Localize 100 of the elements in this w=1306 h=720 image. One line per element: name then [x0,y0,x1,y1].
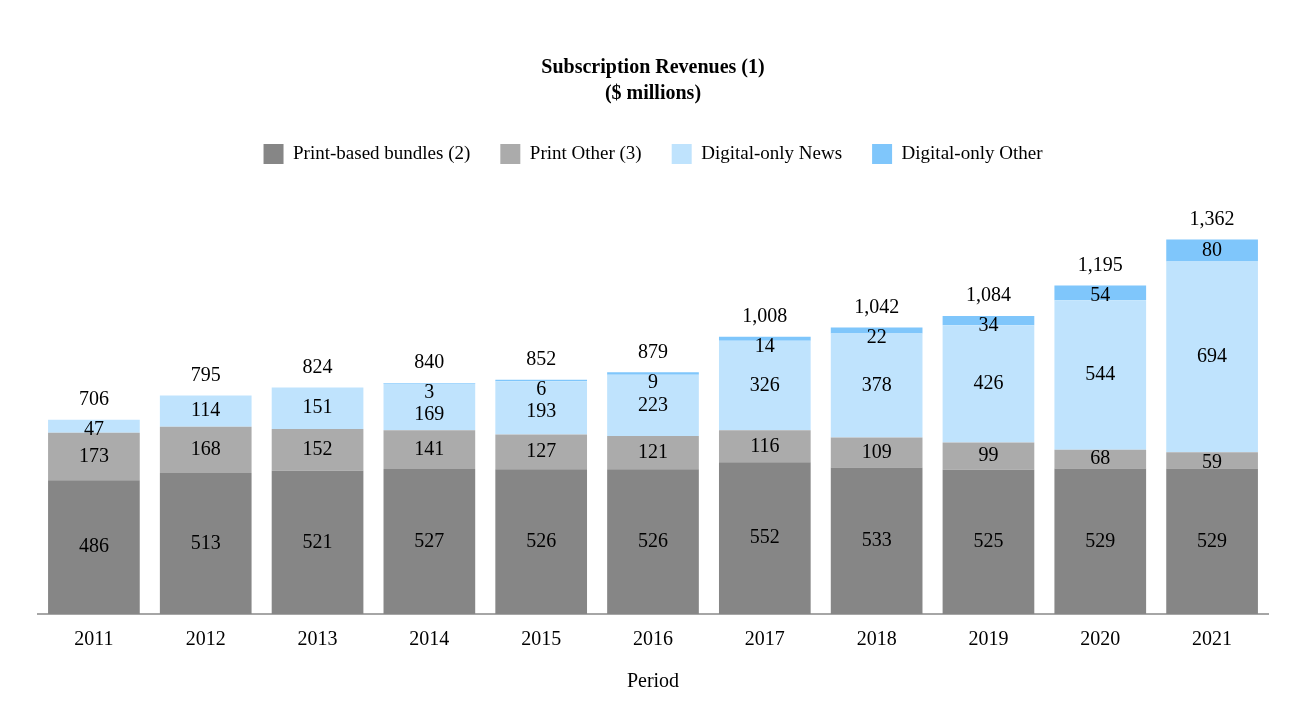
bar [495,469,588,614]
x-tick-label: 2021 [1192,627,1233,650]
bar [159,426,252,473]
bar [495,434,588,470]
bar [271,387,364,429]
total-label: 879 [638,339,668,362]
data-label: 9 [648,369,658,392]
bar [830,437,923,468]
data-label: 6 [536,376,547,399]
data-label: 47 [83,417,104,440]
bar [607,436,699,470]
bar [607,469,699,614]
data-label: 151 [302,395,333,418]
data-label: 527 [414,528,445,551]
data-label: 173 [78,443,109,466]
bar [942,442,1035,470]
total-label: 840 [414,350,445,373]
data-label: 193 [526,398,557,421]
bar [1054,300,1147,450]
bar [607,372,699,375]
bar [383,430,476,470]
bar [383,469,476,614]
total-label: 1,008 [742,304,788,327]
data-label: 326 [749,372,780,395]
bar [48,419,140,433]
total-label: 1,084 [965,283,1011,306]
bar [159,472,252,614]
bar [1054,285,1147,301]
bar [495,381,588,435]
data-label: 529 [1085,528,1116,551]
data-label: 533 [861,527,892,550]
total-label: 706 [78,387,109,410]
data-label: 116 [750,433,780,456]
data-label: 521 [302,529,333,552]
x-tick-label: 2011 [74,627,114,650]
data-label: 14 [754,334,775,357]
data-label: 552 [749,525,780,548]
x-tick-label: 2012 [185,627,226,650]
data-label: 526 [526,528,557,551]
data-label: 141 [414,436,445,459]
data-label: 80 [1202,237,1223,260]
x-axis-title: Period [626,669,680,692]
data-label: 525 [973,529,1004,552]
data-label: 529 [1197,528,1228,551]
bar [271,470,364,614]
x-tick-label: 2018 [856,627,897,650]
x-tick-label: 2014 [409,627,450,650]
bar [1166,468,1258,614]
data-label: 486 [78,534,109,557]
data-label: 152 [302,437,333,460]
total-label: 1,195 [1077,252,1123,275]
data-label: 3 [424,380,435,403]
bar [1166,261,1258,453]
data-label: 99 [978,443,999,466]
bar [383,383,476,431]
data-label: 169 [414,402,445,425]
bar [1054,468,1147,614]
data-label: 544 [1085,362,1116,385]
bar [1166,452,1258,469]
legend-label: Digital-only Other [901,141,1044,163]
data-label: 59 [1202,449,1223,472]
data-label: 121 [638,439,668,462]
x-tick-label: 2019 [968,627,1009,650]
data-label: 68 [1090,446,1111,469]
total-label: 1,362 [1189,206,1235,229]
chart-subtitle: ($ millions) [604,81,702,105]
bar [607,374,699,437]
data-label: 526 [638,528,668,551]
bar [48,480,140,614]
x-tick-label: 2016 [633,627,673,650]
data-label: 54 [1090,282,1111,305]
data-label: 127 [526,439,557,462]
bar [271,428,364,471]
data-label: 109 [861,439,892,462]
chart-title: Subscription Revenues (1) [541,55,765,79]
bar [1166,239,1258,262]
bar [942,469,1035,614]
legend-label: Digital-only News [701,141,843,163]
data-label: 694 [1197,344,1228,367]
x-tick-label: 2017 [744,627,785,650]
bar [159,395,252,427]
x-tick-label: 2015 [521,627,562,650]
data-label: 22 [866,324,887,347]
data-label: 378 [861,372,892,395]
data-label: 34 [978,313,999,336]
data-label: 426 [973,371,1004,394]
total-label: 1,042 [854,294,900,317]
data-label: 114 [191,398,221,421]
total-label: 852 [526,346,557,369]
legend-label: Print-based bundles (2) [293,141,471,164]
bar [1054,449,1147,469]
data-label: 513 [190,530,221,553]
bar [718,340,811,431]
bar [830,467,923,614]
total-label: 795 [190,362,221,385]
x-tick-label: 2020 [1080,627,1121,650]
data-label: 223 [638,392,668,415]
bar [718,462,811,614]
legend-label: Print Other (3) [529,141,642,164]
total-label: 824 [302,354,333,377]
